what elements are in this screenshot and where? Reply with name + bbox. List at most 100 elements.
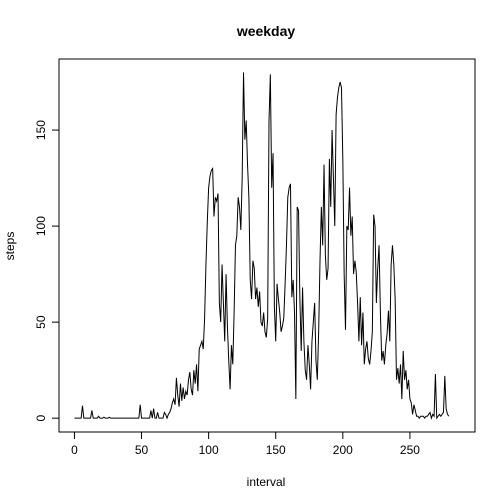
data-point	[132, 418, 133, 419]
data-point	[175, 404, 176, 405]
data-point	[432, 414, 433, 415]
data-point	[364, 364, 365, 365]
data-point	[321, 206, 322, 207]
data-point	[173, 398, 174, 399]
data-point	[313, 322, 314, 323]
y-tick-label: 100	[34, 216, 48, 236]
data-point	[165, 414, 166, 415]
data-point	[117, 418, 118, 419]
data-point	[380, 312, 381, 313]
data-point	[180, 383, 181, 384]
data-point	[365, 349, 366, 350]
data-point	[373, 214, 374, 215]
data-point	[193, 370, 194, 371]
data-point	[205, 264, 206, 265]
data-point	[192, 395, 193, 396]
data-point	[255, 299, 256, 300]
data-point	[376, 302, 377, 303]
data-point	[396, 379, 397, 380]
data-point	[379, 245, 380, 246]
data-point	[79, 418, 80, 419]
data-point	[392, 245, 393, 246]
y-tick-label: 0	[34, 415, 48, 422]
data-point	[114, 418, 115, 419]
data-point	[81, 418, 82, 419]
data-point	[415, 410, 416, 411]
data-point	[231, 345, 232, 346]
data-point	[439, 414, 440, 415]
data-point	[317, 379, 318, 380]
data-point	[325, 254, 326, 255]
data-point	[385, 345, 386, 346]
data-point	[353, 274, 354, 275]
data-point	[416, 416, 417, 417]
data-point	[181, 400, 182, 401]
data-point	[424, 418, 425, 419]
data-point	[259, 291, 260, 292]
data-point	[169, 412, 170, 413]
data-point	[250, 279, 251, 280]
data-point	[393, 264, 394, 265]
data-point	[234, 312, 235, 313]
data-point	[219, 302, 220, 303]
data-point	[446, 408, 447, 409]
data-point	[74, 418, 75, 419]
data-point	[264, 331, 265, 332]
data-point	[102, 418, 103, 419]
data-point	[235, 245, 236, 246]
data-point	[183, 387, 184, 388]
data-point	[121, 418, 122, 419]
data-point	[185, 391, 186, 392]
data-point	[232, 364, 233, 365]
data-point	[350, 235, 351, 236]
data-point	[318, 331, 319, 332]
data-point	[75, 418, 76, 419]
data-point	[196, 364, 197, 365]
data-point	[305, 370, 306, 371]
data-point	[176, 377, 177, 378]
data-point	[208, 187, 209, 188]
data-point	[177, 395, 178, 396]
data-point	[362, 312, 363, 313]
data-point	[361, 345, 362, 346]
data-point	[153, 408, 154, 409]
data-point	[333, 178, 334, 179]
data-point	[83, 418, 84, 419]
data-point	[301, 350, 302, 351]
data-point	[189, 372, 190, 373]
data-point	[444, 375, 445, 376]
data-point	[109, 417, 110, 418]
data-point	[213, 216, 214, 217]
data-point	[160, 418, 161, 419]
data-point	[407, 389, 408, 390]
data-point	[211, 170, 212, 171]
x-tick-label: 100	[199, 443, 219, 457]
data-point	[125, 418, 126, 419]
data-point	[336, 114, 337, 115]
data-point	[145, 418, 146, 419]
data-point	[161, 418, 162, 419]
data-point	[352, 216, 353, 217]
data-point	[344, 274, 345, 275]
data-point	[438, 416, 439, 417]
data-point	[274, 306, 275, 307]
data-point	[228, 360, 229, 361]
plot-area-frame	[58, 58, 476, 433]
data-point	[375, 226, 376, 227]
data-point	[203, 349, 204, 350]
x-tick-label: 150	[266, 443, 286, 457]
data-point	[240, 229, 241, 230]
data-point	[201, 341, 202, 342]
data-point	[260, 322, 261, 323]
data-point	[275, 341, 276, 342]
data-point	[138, 418, 139, 419]
data-point	[428, 414, 429, 415]
data-point	[223, 302, 224, 303]
data-point	[218, 193, 219, 194]
data-point	[256, 287, 257, 288]
data-point	[404, 379, 405, 380]
data-point	[282, 325, 283, 326]
data-point	[207, 222, 208, 223]
data-point	[412, 414, 413, 415]
data-point	[103, 417, 104, 418]
